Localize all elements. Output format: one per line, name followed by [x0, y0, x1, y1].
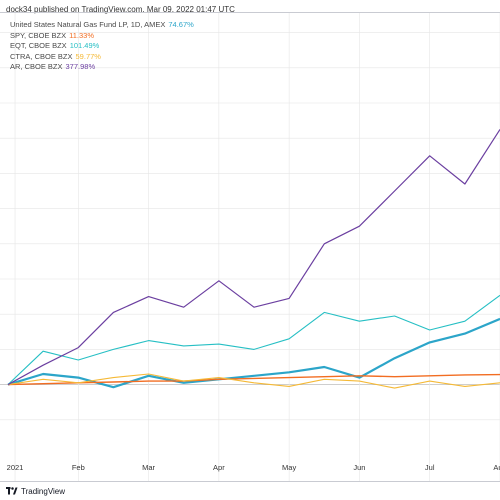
x-axis-ticks: 2021 Feb Mar Apr May Jun Jul Aug: [7, 463, 500, 472]
series-lines: [7, 129, 500, 389]
published-line: dock34 published on TradingView.com, Mar…: [6, 5, 235, 14]
series-line-ar[interactable]: [7, 129, 500, 386]
x-tick-label: Apr: [213, 463, 225, 472]
legend-item-spy[interactable]: SPY, CBOE BZX 11.33%: [10, 31, 194, 42]
legend-label-ung: United States Natural Gas Fund LP, 1D, A…: [10, 20, 166, 29]
legend-label-ctra: CTRA, CBOE BZX: [10, 51, 73, 61]
x-tick-label: Jun: [353, 463, 365, 472]
footer-brand[interactable]: TradingView: [6, 484, 65, 498]
legend-label-spy: SPY, CBOE BZX: [10, 30, 67, 40]
legend-item-eqt[interactable]: EQT, CBOE BZX 101.49%: [10, 41, 194, 52]
x-tick-label: 2021: [7, 463, 24, 472]
series-line-ctra[interactable]: [7, 373, 500, 389]
x-tick-label: Mar: [142, 463, 155, 472]
legend-value-ung: 74.67%: [168, 20, 194, 29]
x-tick-label: Jul: [425, 463, 435, 472]
series-line-eqt[interactable]: [7, 294, 500, 385]
legend-label-ar: AR, CBOE BZX: [10, 62, 63, 72]
legend: United States Natural Gas Fund LP, 1D, A…: [10, 20, 194, 73]
grid-lines: [0, 13, 500, 481]
legend-item-ar[interactable]: AR, CBOE BZX 377.98%: [10, 62, 194, 73]
legend-value-spy: 11.33%: [69, 30, 95, 40]
chart-frame[interactable]: [0, 12, 500, 482]
legend-item-ung[interactable]: United States Natural Gas Fund LP, 1D, A…: [10, 20, 194, 31]
legend-value-ctra: 59.77%: [75, 51, 101, 61]
legend-value-ar: 377.98%: [65, 62, 96, 72]
x-tick-label: May: [282, 463, 296, 472]
series-line-spy[interactable]: [7, 373, 500, 386]
x-tick-label: Feb: [72, 463, 85, 472]
tradingview-logo-icon: [6, 487, 18, 495]
legend-item-ctra[interactable]: CTRA, CBOE BZX 59.77%: [10, 52, 194, 63]
x-tick-label: Aug: [493, 463, 500, 472]
legend-label-eqt: EQT, CBOE BZX: [10, 41, 67, 51]
legend-value-eqt: 101.49%: [69, 41, 100, 51]
footer-brand-text: TradingView: [21, 486, 66, 496]
